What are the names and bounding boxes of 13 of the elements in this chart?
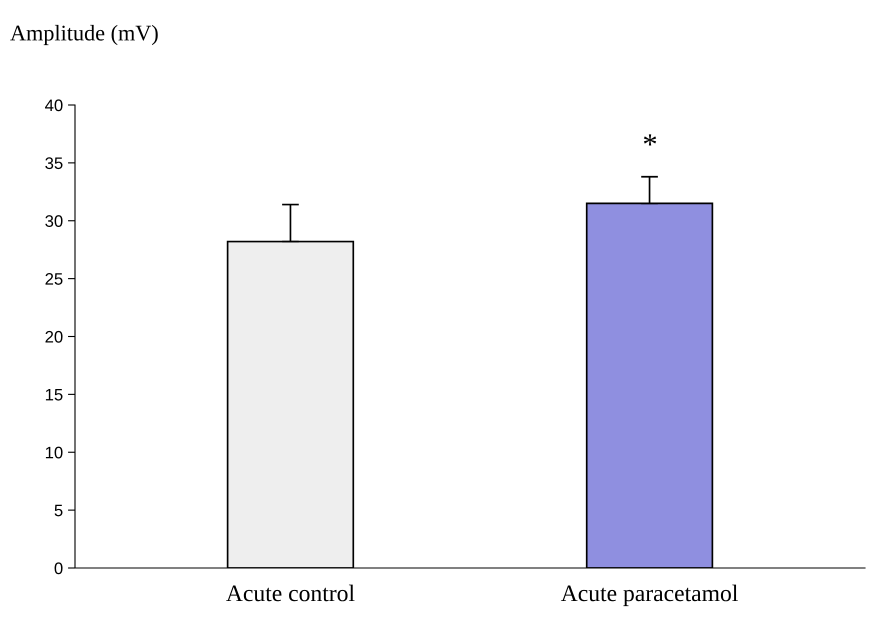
- y-tick-label: 20: [45, 330, 63, 343]
- y-tick-label: 40: [45, 99, 63, 112]
- y-tick-label: 30: [45, 215, 63, 227]
- x-tick-label: Acute paracetamol: [560, 584, 738, 606]
- y-tick-label: 5: [54, 504, 62, 516]
- y-tick-label: 35: [45, 157, 62, 170]
- y-tick-label: 25: [45, 273, 62, 285]
- y-tick-label: 15: [46, 388, 62, 401]
- y-tick-label: 10: [46, 446, 63, 458]
- y-axis-title: Amplitude (mV): [10, 24, 158, 46]
- annotation: *: [644, 134, 656, 146]
- y-tick-label: 0: [54, 562, 63, 574]
- x-tick-label: Acute control: [226, 584, 355, 602]
